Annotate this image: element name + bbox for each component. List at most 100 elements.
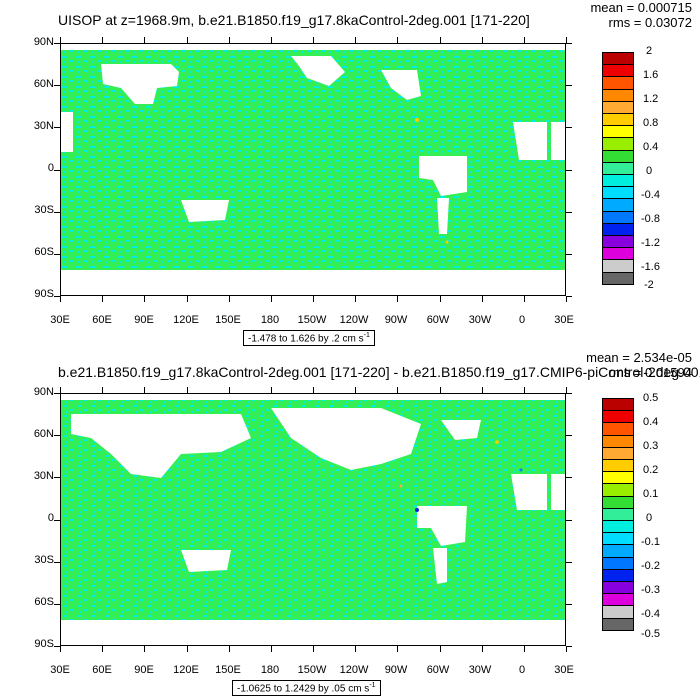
- lon-label: 120E: [173, 314, 199, 326]
- lat-tick: [566, 85, 572, 87]
- lon-label: 90E: [134, 664, 154, 676]
- panel-1-mean: mean = 0.000715: [590, 0, 692, 15]
- colorbar-label: -0.5: [641, 628, 660, 640]
- colorbar-cell: [602, 568, 634, 582]
- lon-tick: [60, 646, 61, 652]
- lon-label: 60E: [92, 664, 112, 676]
- lon-tick: [439, 646, 441, 652]
- lon-label: 150E: [215, 664, 241, 676]
- lon-tick: [270, 387, 272, 393]
- colorbar-cell: [602, 446, 634, 460]
- asia-landmass: [101, 64, 179, 104]
- colorbar-cell: [602, 495, 634, 509]
- colorbar-label: -1.2: [641, 237, 660, 249]
- lon-tick: [481, 37, 483, 43]
- lat-label-60n: 60N: [33, 428, 54, 440]
- lon-tick: [523, 646, 525, 652]
- south-america-landmass: [417, 506, 467, 546]
- lon-label: 150E: [215, 314, 241, 326]
- colorbar-cell: [602, 410, 634, 424]
- lon-tick: [397, 646, 399, 652]
- colorbar-label: -0.1: [641, 536, 660, 548]
- contour-range-label: -1.0625 to 1.2429 by .05 cm s-1: [232, 680, 381, 697]
- lon-tick: [355, 646, 357, 652]
- lon-tick: [566, 296, 567, 302]
- lon-label: 60W: [426, 314, 450, 326]
- colorbar-cell: [602, 210, 634, 224]
- colorbar-cell: [602, 422, 634, 436]
- lat-tick: [54, 85, 60, 87]
- lon-tick: [144, 646, 146, 652]
- colorbar-cell: [602, 186, 634, 200]
- antarctica-landmass: [61, 270, 565, 295]
- panel-2-mean: mean = 2.534e-05: [586, 350, 692, 365]
- lat-tick: [54, 393, 60, 394]
- lon-label: 180: [260, 664, 280, 676]
- lon-tick: [228, 296, 230, 302]
- lon-tick: [355, 37, 357, 43]
- colorbar-label: 0: [646, 512, 653, 524]
- africa-landmass: [511, 474, 547, 510]
- lon-tick: [186, 646, 188, 652]
- lon-tick: [313, 37, 314, 43]
- colorbar-cell: [602, 593, 634, 607]
- lon-tick: [313, 646, 314, 652]
- panel-2-rms: rms = 0.01594: [608, 365, 692, 380]
- colorbar-label: 0.5: [643, 392, 659, 404]
- lat-tick: [54, 435, 60, 437]
- lon-tick: [355, 387, 357, 393]
- lon-tick: [481, 387, 483, 393]
- lon-label: 150W: [297, 314, 327, 326]
- lon-tick: [313, 296, 314, 302]
- colorbar-cell: [602, 247, 634, 261]
- lon-tick: [102, 296, 104, 302]
- lat-label-60s: 60S: [34, 246, 54, 258]
- colorbar-label: 0: [646, 165, 653, 177]
- lat-label-90s: 90S: [34, 638, 54, 650]
- australia-landmass: [181, 550, 231, 572]
- ocean-field: [61, 44, 565, 295]
- colorbar-cell: [602, 556, 634, 570]
- colorbar-label: 0.1: [643, 488, 659, 500]
- lat-tick: [566, 253, 572, 255]
- colorbar-label: 1.6: [643, 69, 659, 81]
- map-plot-area: [60, 43, 566, 296]
- lon-label: 0: [518, 664, 526, 676]
- africa-landmass: [513, 122, 547, 160]
- lon-label: 120W: [339, 314, 369, 326]
- lat-tick: [54, 169, 60, 171]
- lat-label-90n: 90N: [33, 386, 54, 398]
- lat-tick: [566, 169, 572, 171]
- asia-landmass: [71, 414, 251, 478]
- lat-tick: [566, 393, 572, 394]
- lat-tick: [54, 296, 60, 297]
- lat-tick: [54, 603, 60, 605]
- colorbar-label: 0.3: [643, 440, 659, 452]
- lon-tick: [102, 646, 104, 652]
- lat-tick: [566, 211, 572, 213]
- lon-label: 90W: [384, 314, 408, 326]
- lon-label: 60W: [426, 664, 450, 676]
- lon-tick: [566, 37, 567, 43]
- colorbar-label: -0.4: [641, 608, 660, 620]
- colorbar-cell: [602, 259, 634, 273]
- lat-tick: [566, 646, 572, 647]
- lat-tick: [54, 477, 60, 479]
- lon-tick: [186, 387, 188, 393]
- colorbar-label: -0.3: [641, 584, 660, 596]
- map-panel-2: b.e21.B1850.f19_g17.8kaControl-2deg.001 …: [0, 350, 700, 700]
- lon-tick: [270, 646, 272, 652]
- lon-tick: [566, 646, 567, 652]
- colorbar-cell: [602, 149, 634, 163]
- lon-tick: [397, 387, 399, 393]
- colorbar-label: -2: [644, 279, 654, 291]
- lat-label-0: 0: [47, 512, 54, 524]
- lon-label: 120W: [339, 664, 369, 676]
- lat-label-30n: 30N: [33, 120, 54, 132]
- lon-tick: [270, 296, 272, 302]
- map-plot-area: [60, 393, 566, 646]
- colorbar-cell: [602, 64, 634, 78]
- colorbar-cell: [602, 88, 634, 102]
- colorbar-cell: [602, 532, 634, 546]
- lon-label: 60E: [92, 314, 112, 326]
